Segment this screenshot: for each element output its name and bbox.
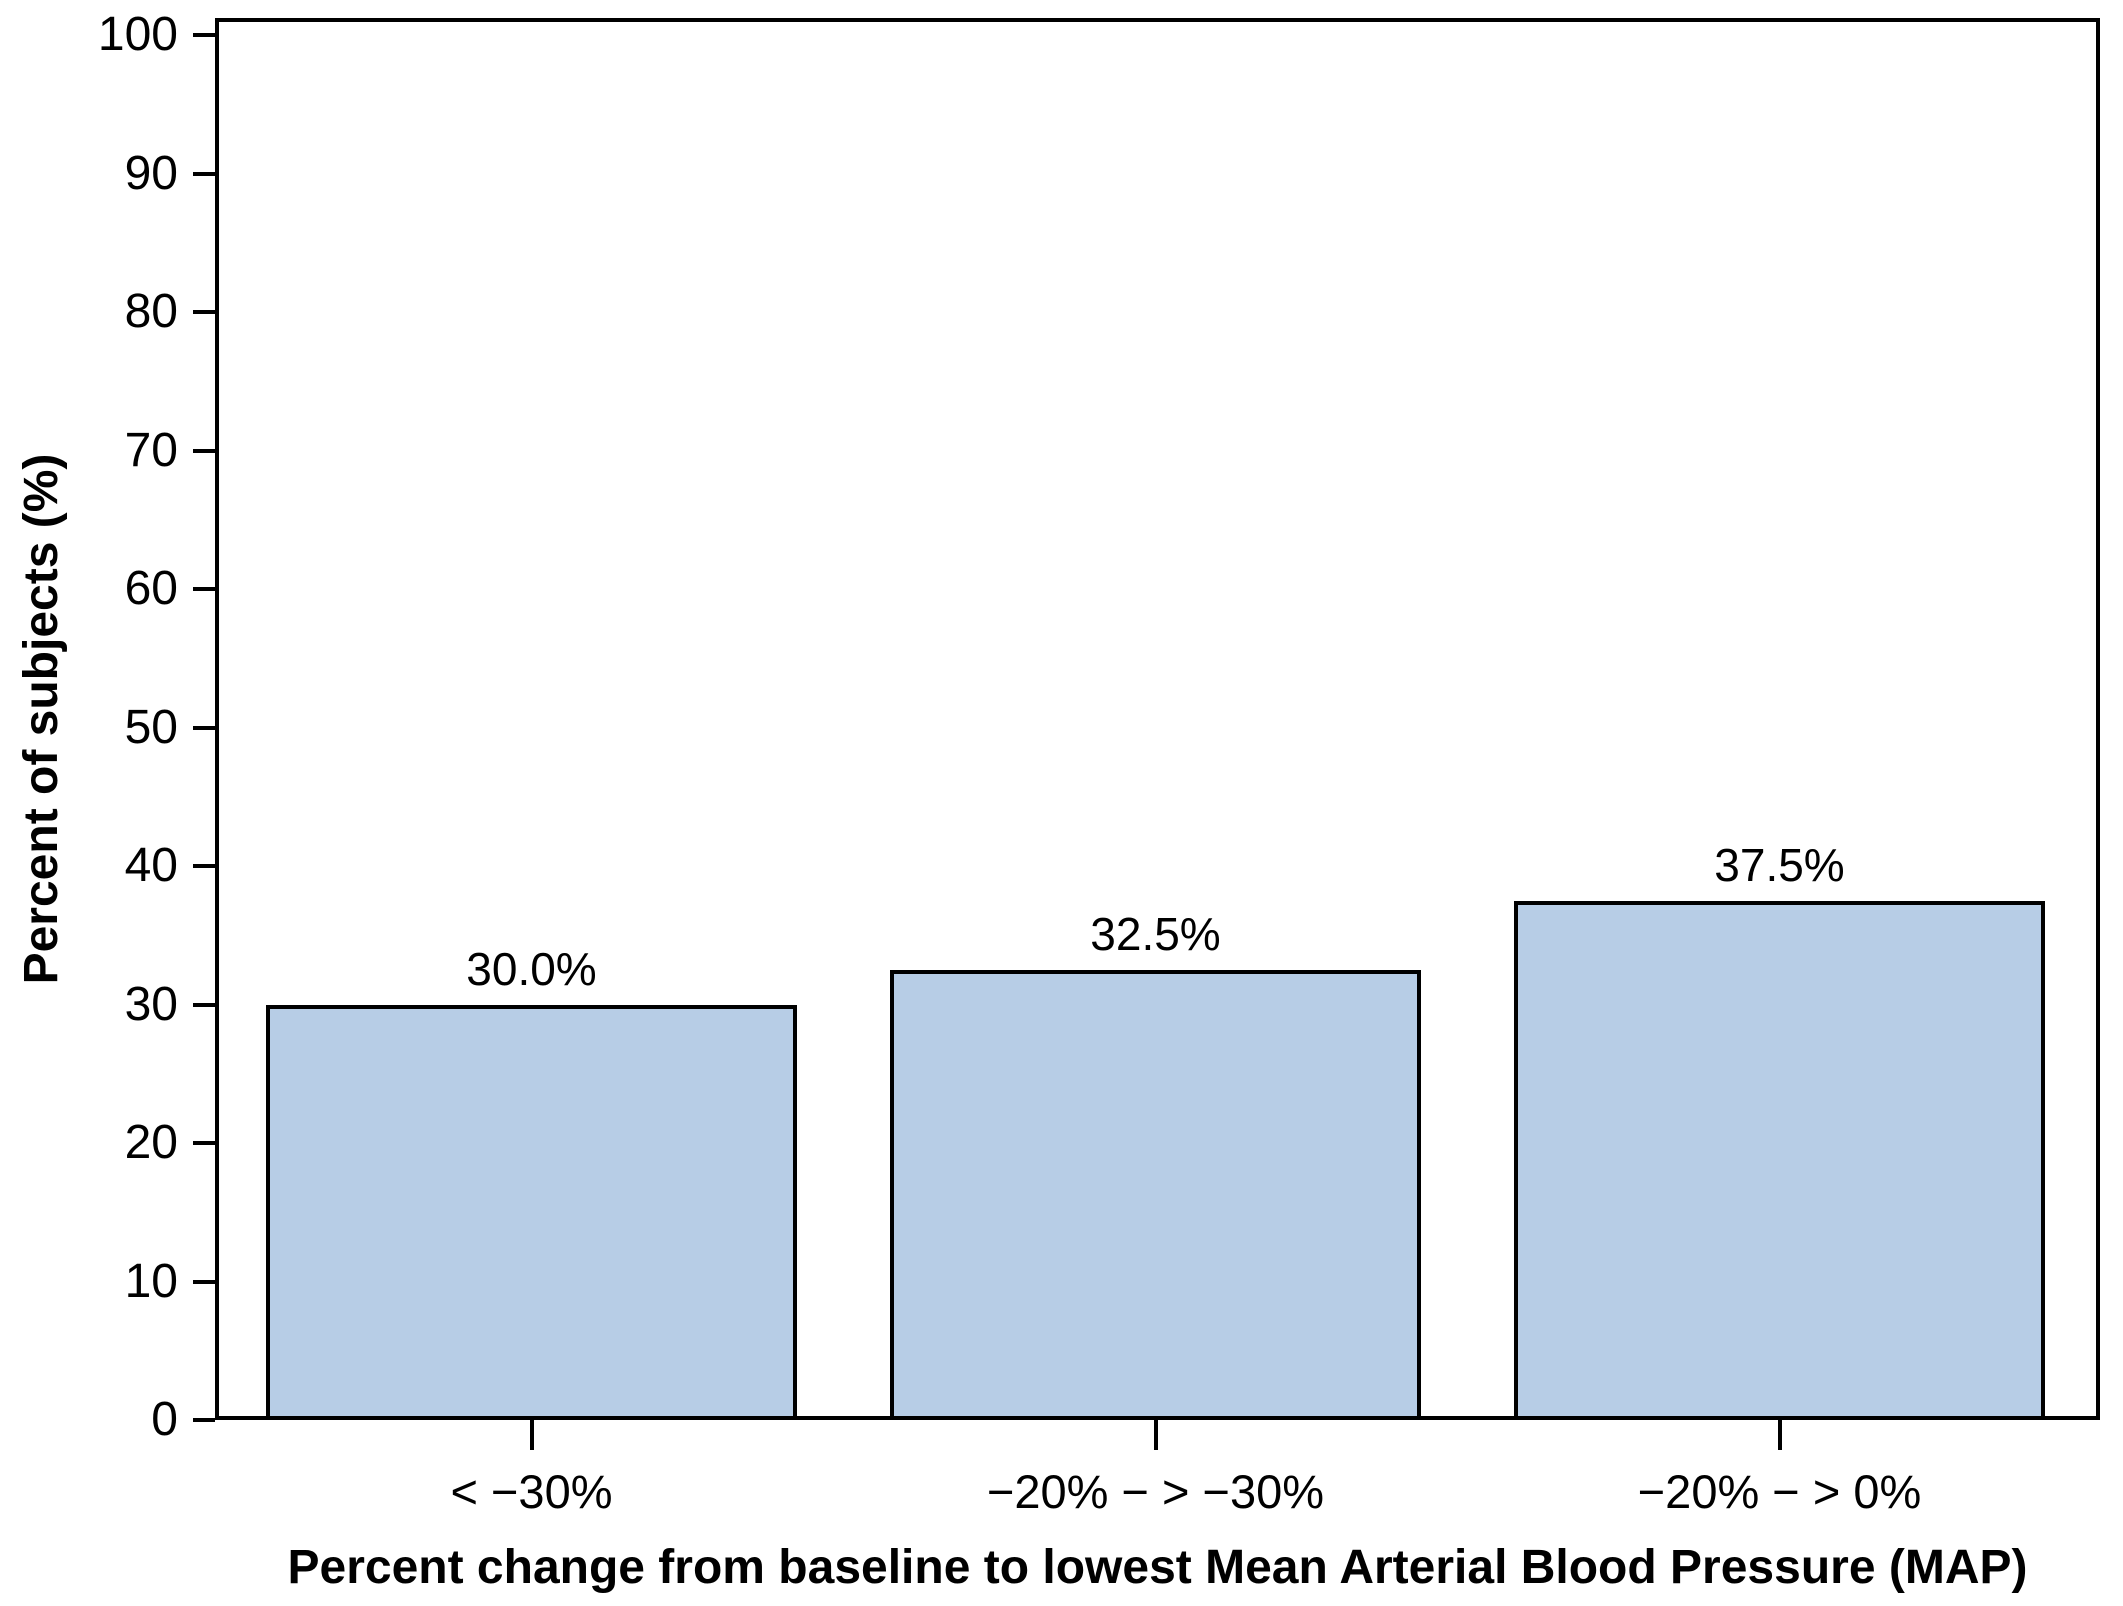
y-axis-tick: [193, 725, 215, 730]
y-axis-tick: [193, 171, 215, 176]
y-axis-tick: [193, 864, 215, 868]
bar: [890, 969, 1421, 1420]
y-axis-tick-label: 70: [124, 423, 178, 477]
y-axis-tick-label: 10: [124, 1254, 178, 1308]
y-axis-tick-label: 40: [124, 839, 178, 892]
x-axis-tick: [1153, 1420, 1158, 1450]
y-axis-tick-label: 90: [124, 146, 178, 200]
y-axis-tick-label: 50: [124, 700, 178, 754]
bar-value-label: 37.5%: [1714, 838, 1845, 891]
x-axis-category-label: −20% − > −30%: [986, 1465, 1325, 1518]
y-axis-tick: [193, 448, 215, 453]
x-axis-category-label: < −30%: [450, 1465, 613, 1518]
bar-value-label: 32.5%: [1090, 907, 1221, 960]
bar: [1514, 900, 2045, 1420]
y-axis-tick-label: 80: [124, 285, 178, 338]
y-axis-tick-label: 60: [124, 562, 178, 615]
bar: [266, 1004, 797, 1420]
bar-value-label: 30.0%: [466, 942, 597, 995]
y-axis-tick: [193, 587, 215, 591]
y-axis-tick: [193, 1141, 215, 1145]
y-axis-tick: [193, 310, 215, 314]
y-axis-tick: [193, 1002, 215, 1007]
y-axis-tick-label: 0: [151, 1393, 178, 1446]
y-axis-tick: [193, 1418, 215, 1422]
x-axis-category-label: −20% − > 0%: [1637, 1465, 1922, 1518]
x-axis-tick: [1777, 1420, 1782, 1450]
y-axis-tick: [193, 1279, 215, 1284]
y-axis-tick-label: 30: [124, 977, 178, 1031]
x-axis-tick: [529, 1420, 534, 1450]
y-axis-tick-label: 20: [124, 1116, 178, 1169]
y-axis-tick: [193, 33, 215, 37]
x-axis-title: Percent change from baseline to lowest M…: [287, 1541, 2028, 1594]
y-axis-tick-label: 100: [97, 8, 178, 61]
